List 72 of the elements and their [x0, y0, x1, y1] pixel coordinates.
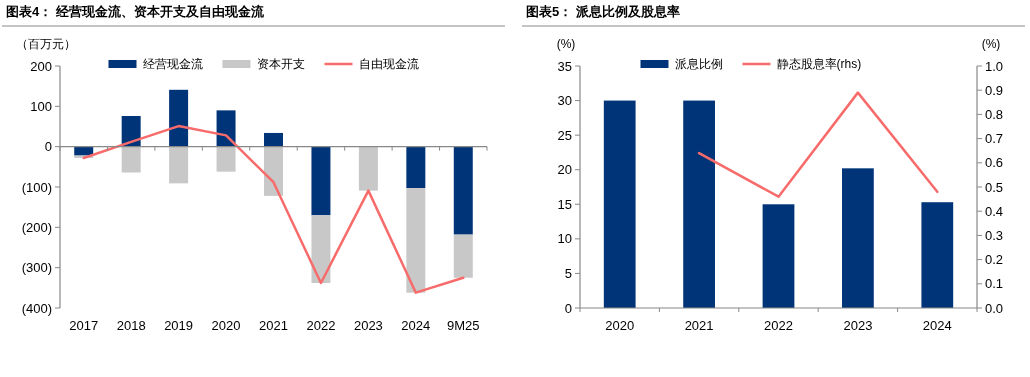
x-tick-label: 2021	[684, 318, 714, 333]
bar	[216, 146, 236, 172]
y-tick-label: 100	[30, 98, 52, 114]
y-tick-label: 25	[557, 127, 572, 143]
x-tick-label: 2017	[69, 318, 99, 333]
bar	[311, 146, 331, 216]
bar	[921, 202, 954, 308]
x-tick-label: 2023	[843, 318, 873, 333]
y-tick-label: 15	[557, 196, 572, 212]
y2-tick-label: 0.2	[985, 252, 1004, 268]
y2-tick-label: 0.8	[985, 106, 1004, 122]
bar	[121, 146, 141, 173]
line-series	[82, 124, 465, 294]
x-tick-label: 2024	[401, 318, 431, 333]
bar	[311, 215, 331, 283]
bar	[406, 146, 426, 189]
y2-tick-label: 0.5	[985, 179, 1004, 195]
line-series	[697, 91, 939, 198]
x-tick-label: 2024	[922, 318, 952, 333]
y-tick-label: (400)	[21, 300, 52, 316]
bar	[169, 146, 189, 184]
y2-tick-label: 0.1	[985, 276, 1004, 292]
bar	[216, 110, 236, 147]
bar	[842, 168, 874, 308]
legend-label: 资本开支	[256, 57, 305, 72]
y-tick-label: 200	[30, 58, 52, 74]
bar	[453, 146, 473, 235]
y2-tick-label: 1.0	[985, 58, 1004, 74]
y-tick-label: 35	[557, 58, 572, 74]
bar	[683, 100, 715, 308]
chart-title: 图表4： 经营现金流、资本开支及自由现金流	[6, 4, 265, 19]
bar	[169, 89, 189, 147]
bar	[406, 188, 426, 293]
y2-tick-label: 0.9	[985, 82, 1004, 98]
bar	[264, 132, 283, 147]
y-tick-label: 0	[564, 300, 572, 316]
x-tick-label: 2019	[164, 318, 194, 333]
y-tick-label: (300)	[21, 260, 52, 276]
x-tick-label: 2022	[306, 318, 336, 333]
y-tick-label: 20	[557, 162, 572, 178]
legend-label: 自由现金流	[358, 57, 419, 72]
x-tick-label: 2020	[605, 318, 635, 333]
chart-title: 图表5： 派息比例及股息率	[526, 4, 680, 19]
y2-axis-title: (%)	[981, 37, 1001, 51]
y2-tick-label: 0.3	[985, 227, 1004, 243]
y-tick-label: 10	[557, 231, 572, 247]
y2-tick-label: 0.0	[985, 300, 1004, 316]
legend-label: 派息比例	[674, 57, 723, 72]
x-tick-label: 2018	[116, 318, 146, 333]
x-tick-label: 9M25	[447, 318, 480, 333]
y2-tick-label: 0.6	[985, 155, 1004, 171]
y-tick-label: 30	[557, 93, 572, 109]
y-tick-label: 0	[44, 139, 52, 155]
bar	[762, 204, 795, 308]
x-tick-label: 2022	[764, 318, 793, 333]
y2-tick-label: 0.4	[985, 203, 1004, 219]
bar	[74, 146, 94, 156]
bar	[603, 100, 636, 308]
y-axis-title: （百万元）	[16, 37, 76, 51]
legend-label: 静态股息率(rhs)	[776, 57, 862, 72]
y-tick-label: 5	[564, 265, 572, 281]
x-tick-label: 2023	[353, 318, 383, 333]
legend-label: 经营现金流	[142, 57, 203, 72]
bar	[264, 146, 283, 196]
y2-tick-label: 0.7	[985, 131, 1004, 147]
x-tick-label: 2020	[211, 318, 241, 333]
y-tick-label: (100)	[21, 179, 52, 195]
bar	[358, 146, 378, 191]
y-axis-title: (%)	[556, 37, 576, 51]
bar	[453, 234, 473, 278]
x-tick-label: 2021	[259, 318, 288, 333]
y-tick-label: (200)	[21, 219, 52, 235]
